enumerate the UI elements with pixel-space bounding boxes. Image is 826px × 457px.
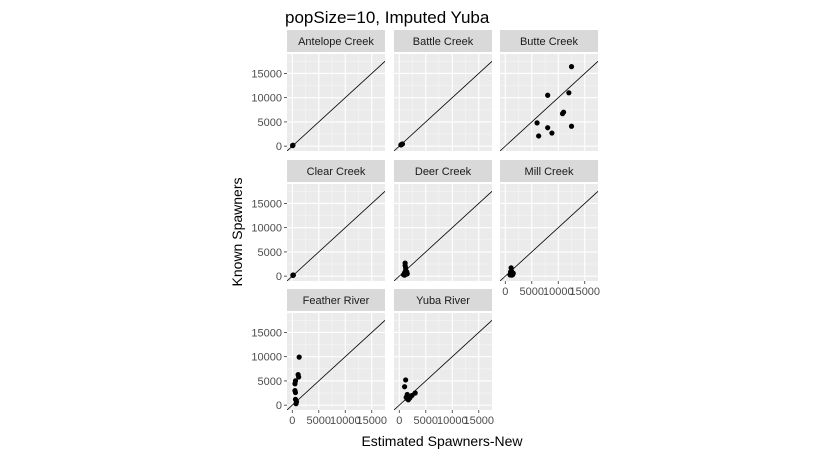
data-point — [568, 64, 575, 70]
facet-strip — [500, 30, 598, 52]
y-tick-label: 0 — [276, 400, 282, 412]
data-point — [296, 374, 302, 380]
x-tick-label: 5000 — [307, 415, 331, 427]
data-point — [545, 125, 551, 131]
facet-label: Battle Creek — [413, 36, 474, 48]
y-tick-label: 5000 — [258, 117, 282, 129]
panel-background — [287, 313, 385, 410]
reference-line — [394, 190, 492, 281]
facet-label: Butte Creek — [520, 36, 579, 48]
x-tick-label: 0 — [502, 286, 508, 298]
facet-strip — [500, 160, 598, 182]
panel-background — [287, 184, 385, 281]
grid-lines — [394, 313, 492, 410]
grid-lines — [394, 54, 492, 151]
data-point — [399, 141, 405, 147]
data-point — [296, 354, 302, 360]
facet-strip — [287, 289, 385, 311]
x-tick-label: 15000 — [569, 286, 600, 298]
data-point — [292, 389, 299, 396]
x-tick-label: 10000 — [543, 286, 574, 298]
facet-label: Yuba River — [416, 295, 470, 307]
grid-lines — [287, 54, 385, 151]
y-tick-label: 15000 — [251, 198, 282, 210]
data-point — [536, 133, 542, 139]
facet-label: Feather River — [303, 295, 370, 307]
grid-lines — [500, 54, 598, 151]
y-tick-label: 0 — [276, 141, 282, 153]
data-point — [534, 120, 540, 126]
panel-background — [394, 54, 492, 151]
panel-background — [394, 184, 492, 281]
reference-line — [500, 190, 598, 281]
data-point — [545, 92, 551, 98]
reference-line — [500, 60, 598, 151]
panel-background — [287, 54, 385, 151]
y-tick-label: 10000 — [251, 223, 282, 235]
plot-title: popSize=10, Imputed Yuba — [285, 8, 490, 27]
facet-panel: Deer Creek — [394, 160, 492, 281]
panel-background — [500, 54, 598, 151]
x-tick-label: 15000 — [463, 415, 494, 427]
y-tick-label: 15000 — [251, 327, 282, 339]
data-point — [403, 394, 409, 400]
reference-line — [287, 319, 385, 410]
data-point — [409, 392, 415, 399]
reference-line — [394, 60, 492, 151]
grid-lines — [287, 184, 385, 281]
data-point — [290, 272, 296, 278]
grid-lines — [287, 313, 385, 410]
facet-panel: Antelope Creek 0 5000 10000 15000 — [251, 30, 385, 153]
x-tick-label: 5000 — [414, 415, 438, 427]
facet-label: Deer Creek — [415, 166, 472, 178]
data-point — [566, 90, 572, 96]
y-tick-label: 0 — [276, 271, 282, 283]
grid-lines — [500, 184, 598, 281]
data-point — [290, 143, 296, 149]
facet-strip — [287, 30, 385, 52]
facet-panel: Clear Creek 0 5000 10000 15000 — [251, 160, 385, 283]
y-tick-label: 5000 — [258, 376, 282, 388]
facet-label: Mill Creek — [525, 166, 574, 178]
x-tick-label: 5000 — [520, 286, 544, 298]
facet-panel: Butte Creek — [500, 30, 598, 151]
data-point — [404, 269, 410, 275]
reference-line — [287, 190, 385, 281]
facet-label: Antelope Creek — [298, 36, 374, 48]
y-axis-title: Known Spawners — [229, 178, 245, 287]
panel-background — [500, 184, 598, 281]
facet-strip — [394, 30, 492, 52]
data-point — [568, 123, 575, 129]
facet-strip — [394, 289, 492, 311]
data-point — [403, 377, 409, 383]
reference-line — [287, 60, 385, 151]
x-tick-label: 15000 — [356, 415, 387, 427]
y-tick-label: 15000 — [251, 68, 282, 80]
facet-panel: Battle Creek — [394, 30, 492, 151]
x-tick-label: 0 — [289, 415, 295, 427]
data-point — [401, 384, 408, 390]
x-axis-title: Estimated Spawners-New — [361, 433, 523, 449]
data-point — [559, 111, 566, 117]
y-tick-label: 5000 — [258, 247, 282, 259]
x-tick-label: 10000 — [330, 415, 361, 427]
y-tick-label: 10000 — [251, 352, 282, 364]
y-tick-label: 10000 — [251, 93, 282, 105]
data-point — [549, 130, 555, 136]
facet-label: Clear Creek — [307, 166, 366, 178]
x-tick-label: 0 — [396, 415, 402, 427]
x-tick-label: 10000 — [437, 415, 468, 427]
data-point — [293, 401, 299, 407]
data-point — [507, 269, 514, 275]
facet-strip — [287, 160, 385, 182]
facet-strip — [394, 160, 492, 182]
data-point — [292, 381, 298, 387]
grid-lines — [394, 184, 492, 281]
